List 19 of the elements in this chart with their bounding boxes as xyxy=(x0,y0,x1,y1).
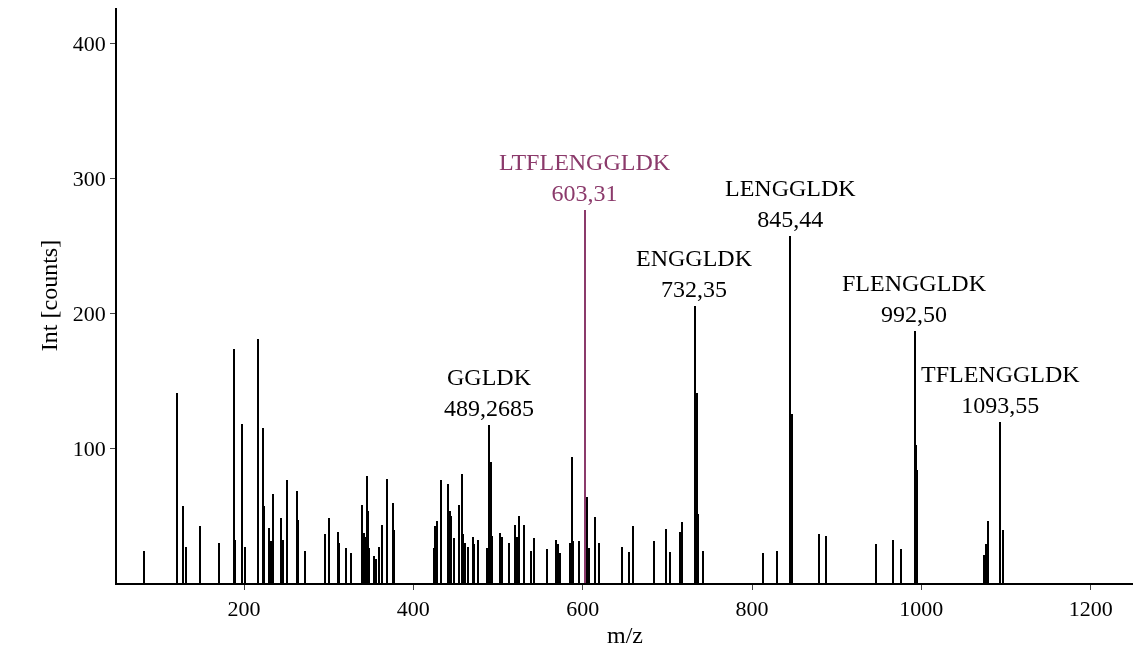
annotation: GGLDK 489,2685 xyxy=(444,364,534,422)
y-axis-title: Int [counts] xyxy=(36,239,63,352)
annotation: FLENGGLDK 992,50 xyxy=(842,270,987,328)
annotation: TFLENGGLDK 1093,55 xyxy=(921,361,1081,419)
y-tick-label: 200 xyxy=(72,300,106,326)
y-tick-label: 100 xyxy=(72,435,106,461)
x-tick-label: 1200 xyxy=(1068,596,1113,622)
x-tick-label: 800 xyxy=(735,596,769,622)
x-axis-title: m/z xyxy=(607,621,643,648)
annotation: LTFLENGGLDK 603,31 xyxy=(499,149,671,207)
x-tick-label: 1000 xyxy=(899,596,944,622)
bar xyxy=(584,210,586,583)
annotation: LENGGLDK 845,44 xyxy=(725,175,857,233)
x-tick-label: 600 xyxy=(566,596,600,622)
annotation: ENGGLDK 732,35 xyxy=(636,245,753,303)
y-tick-label: 300 xyxy=(72,165,106,191)
x-tick-label: 200 xyxy=(227,596,261,622)
x-tick-label: 400 xyxy=(396,596,430,622)
y-tick-label: 400 xyxy=(72,30,106,56)
